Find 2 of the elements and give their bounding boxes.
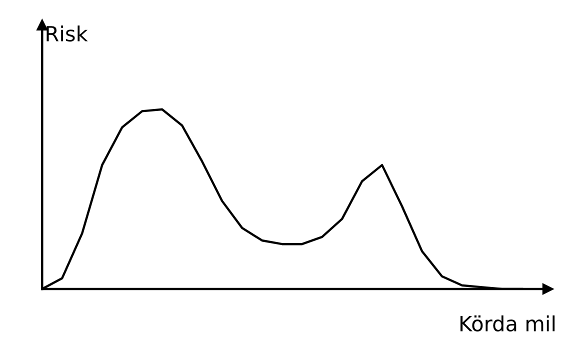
y-axis-title: Risk: [46, 25, 88, 42]
x-axis-title: Körda mil: [460, 315, 555, 332]
